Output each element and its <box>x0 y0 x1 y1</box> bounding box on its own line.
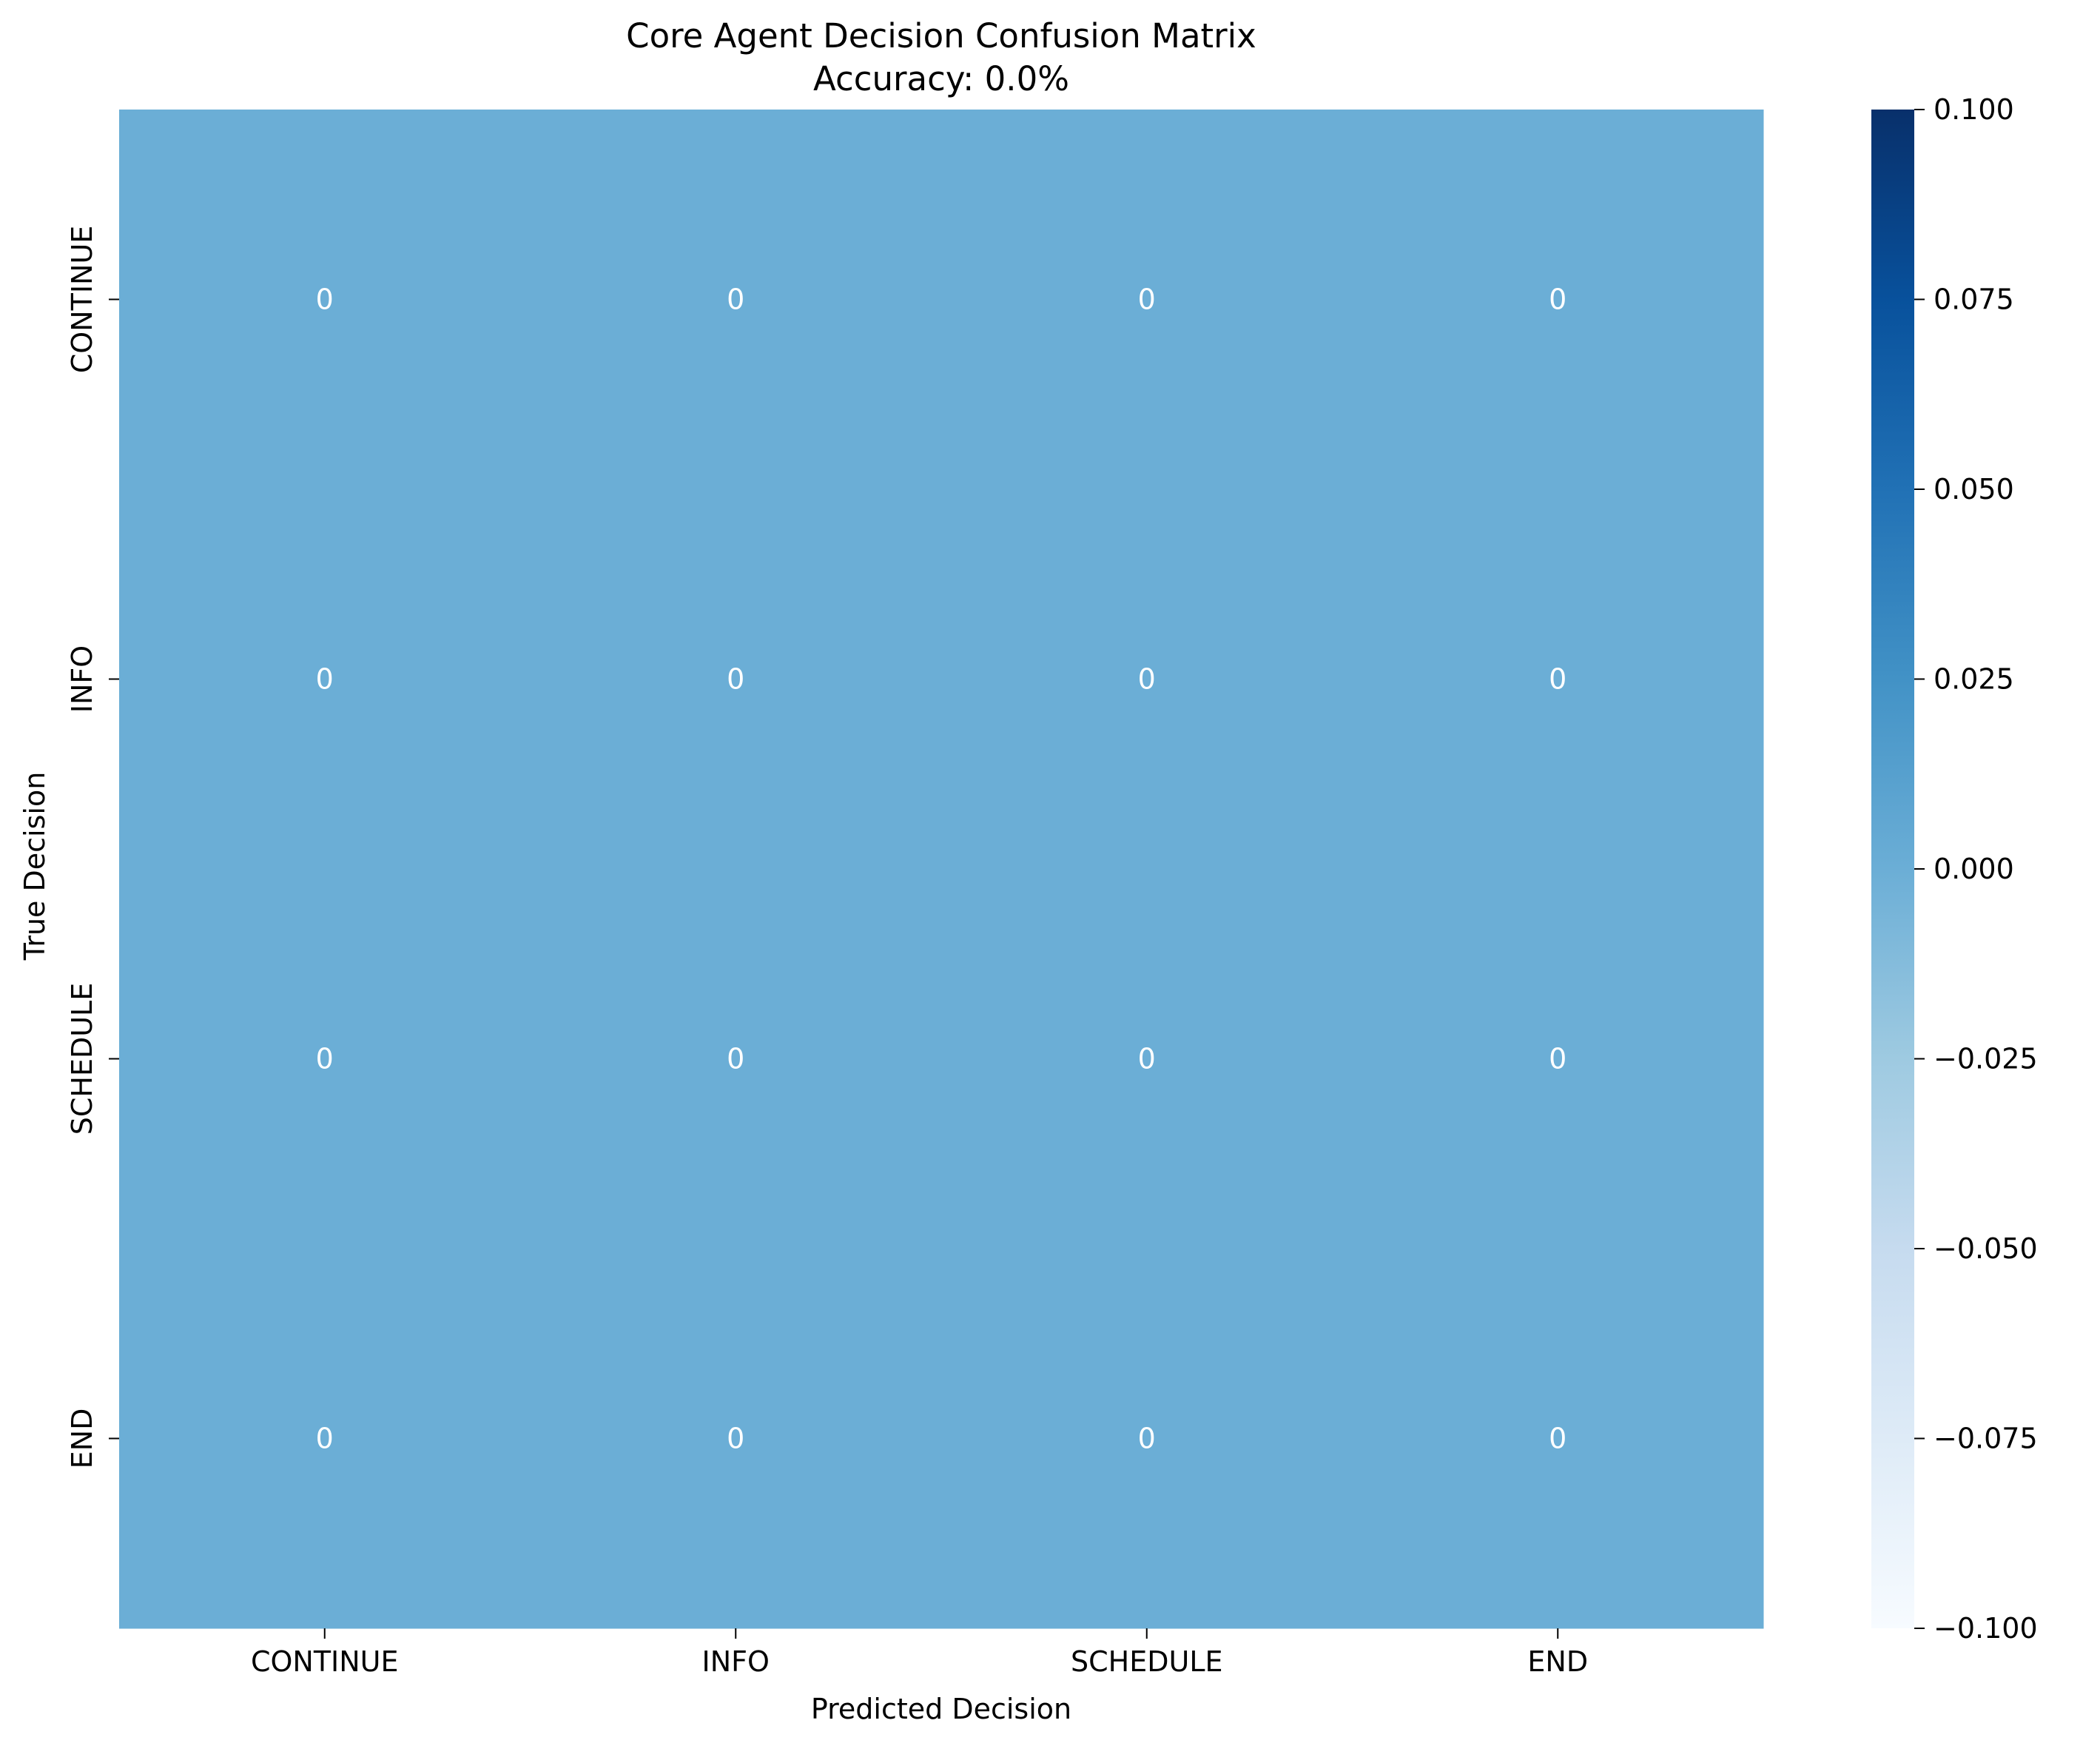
x-tick-label: SCHEDULE <box>1071 1645 1223 1678</box>
x-tick-label: CONTINUE <box>251 1645 399 1678</box>
heatmap-cell <box>1352 110 1764 490</box>
cell-annotation: 0 <box>1138 1423 1156 1455</box>
cell-annotation: 0 <box>727 663 744 696</box>
heatmap-cell <box>1352 489 1764 870</box>
colorbar <box>1871 110 1914 1628</box>
y-tick-label: END <box>66 1408 98 1469</box>
chart-title: Core Agent Decision Confusion Matrix <box>626 16 1256 56</box>
colorbar-tick-label: −0.050 <box>1934 1232 2038 1265</box>
y-tick-label: INFO <box>66 645 98 713</box>
heatmap-cell <box>941 110 1353 490</box>
cell-annotation: 0 <box>1138 1043 1156 1075</box>
cell-annotation: 0 <box>727 283 744 316</box>
heatmap-cell <box>941 869 1353 1249</box>
colorbar-tick-label: −0.075 <box>1934 1423 2038 1455</box>
x-axis: CONTINUE INFO SCHEDULE END <box>251 1628 1588 1678</box>
cell-annotation: 0 <box>1138 663 1156 696</box>
heatmap-cell <box>530 489 942 870</box>
heatmap-cell <box>119 869 531 1249</box>
heatmap-cell <box>530 1249 942 1629</box>
heatmap-cell <box>119 110 531 490</box>
heatmap-cell <box>119 1249 531 1629</box>
chart-subtitle: Accuracy: 0.0% <box>813 59 1069 98</box>
colorbar-tick-label: −0.025 <box>1934 1043 2038 1075</box>
colorbar-tick-label: 0.025 <box>1934 663 2014 696</box>
x-axis-label: Predicted Decision <box>811 1693 1071 1725</box>
y-axis-label: True Decision <box>18 772 51 961</box>
cell-annotation: 0 <box>316 663 334 696</box>
y-tick-label: CONTINUE <box>66 226 98 374</box>
heatmap-cell <box>941 489 1353 870</box>
cell-annotation: 0 <box>727 1423 744 1455</box>
cell-annotation: 0 <box>316 283 334 316</box>
x-tick-label: INFO <box>702 1645 770 1678</box>
x-tick-label: END <box>1527 1645 1588 1678</box>
colorbar-ticks: 0.100 0.075 0.050 0.025 0.000 −0.025 −0.050 −0.… <box>1914 93 2038 1645</box>
heatmap-cell <box>941 1249 1353 1629</box>
cell-annotation: 0 <box>1549 1423 1566 1455</box>
heatmap-cells: 0 0 0 0 0 0 0 0 0 0 0 0 0 0 0 0 <box>119 110 1764 1629</box>
colorbar-tick-label: 0.075 <box>1934 283 2014 316</box>
cell-annotation: 0 <box>1549 1043 1566 1075</box>
heatmap-cell <box>530 869 942 1249</box>
y-axis: CONTINUE INFO SCHEDULE END <box>66 226 119 1469</box>
colorbar-tick-label: 0.050 <box>1934 473 2014 506</box>
colorbar-tick-label: −0.100 <box>1934 1612 2038 1645</box>
heatmap-cell <box>1352 869 1764 1249</box>
cell-annotation: 0 <box>316 1043 334 1075</box>
colorbar-tick-label: 0.100 <box>1934 93 2014 126</box>
heatmap-cell <box>530 110 942 490</box>
y-tick-label: SCHEDULE <box>66 983 98 1135</box>
cell-annotation: 0 <box>316 1423 334 1455</box>
colorbar-tick-label: 0.000 <box>1934 853 2014 885</box>
cell-annotation: 0 <box>1549 283 1566 316</box>
cell-annotation: 0 <box>727 1043 744 1075</box>
cell-annotation: 0 <box>1549 663 1566 696</box>
heatmap-cell <box>1352 1249 1764 1629</box>
heatmap-cell <box>119 489 531 870</box>
cell-annotation: 0 <box>1138 283 1156 316</box>
